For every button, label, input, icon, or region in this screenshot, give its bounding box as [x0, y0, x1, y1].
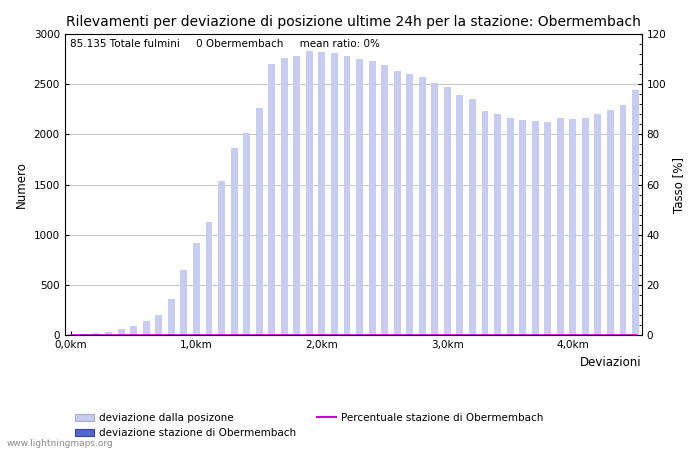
Bar: [344, 56, 351, 335]
Bar: [607, 110, 614, 335]
Bar: [331, 54, 338, 335]
Bar: [594, 114, 601, 335]
Bar: [306, 51, 313, 335]
Bar: [293, 56, 300, 335]
Bar: [105, 332, 112, 335]
Title: Rilevamenti per deviazione di posizione ultime 24h per la stazione: Obermembach: Rilevamenti per deviazione di posizione …: [66, 15, 640, 29]
Bar: [230, 148, 237, 335]
Bar: [545, 122, 551, 335]
Bar: [532, 122, 538, 335]
Bar: [632, 90, 639, 335]
Bar: [469, 99, 476, 335]
Bar: [369, 61, 375, 335]
Bar: [80, 334, 87, 335]
Bar: [181, 270, 188, 335]
Text: 85.135 Totale fulmini     0 Obermembach     mean ratio: 0%: 85.135 Totale fulmini 0 Obermembach mean…: [71, 39, 380, 49]
Bar: [556, 118, 564, 335]
Y-axis label: Tasso [%]: Tasso [%]: [672, 157, 685, 212]
Bar: [67, 334, 74, 335]
Bar: [318, 52, 326, 335]
Bar: [431, 83, 438, 335]
Bar: [92, 333, 99, 335]
Bar: [256, 108, 262, 335]
Bar: [130, 326, 137, 335]
Legend: deviazione dalla posizone, deviazione stazione di Obermembach, Percentuale stazi: deviazione dalla posizone, deviazione st…: [75, 413, 543, 438]
Bar: [482, 112, 489, 335]
Bar: [155, 315, 162, 335]
Bar: [193, 243, 200, 335]
Bar: [206, 221, 212, 335]
Text: Deviazioni: Deviazioni: [580, 356, 642, 369]
Bar: [243, 134, 250, 335]
Bar: [218, 180, 225, 335]
Bar: [419, 77, 426, 335]
Bar: [382, 65, 388, 335]
Bar: [519, 121, 526, 335]
Bar: [444, 87, 451, 335]
Y-axis label: Numero: Numero: [15, 161, 28, 208]
Bar: [281, 58, 288, 335]
Text: www.lightningmaps.org: www.lightningmaps.org: [7, 439, 113, 448]
Bar: [569, 119, 576, 335]
Bar: [393, 72, 400, 335]
Bar: [582, 118, 589, 335]
Bar: [406, 74, 413, 335]
Bar: [507, 118, 514, 335]
Bar: [118, 329, 125, 335]
Bar: [494, 114, 501, 335]
Bar: [456, 95, 463, 335]
Bar: [143, 321, 150, 335]
Bar: [168, 299, 175, 335]
Bar: [620, 105, 626, 335]
Bar: [268, 64, 275, 335]
Bar: [356, 59, 363, 335]
